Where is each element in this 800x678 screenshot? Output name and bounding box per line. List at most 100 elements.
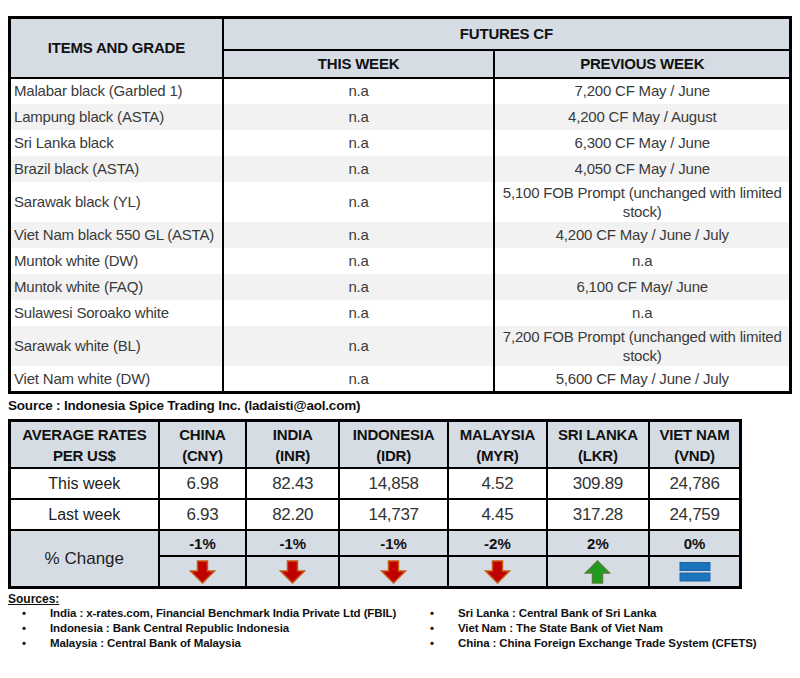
trend-cell: [547, 556, 649, 587]
country-name: INDIA: [273, 426, 313, 443]
table-row: Sri Lanka black n.a 6,300 CF May / June: [10, 130, 791, 156]
currency-code: (MYR): [476, 447, 518, 464]
trend-cell: [339, 556, 448, 587]
previous-week-value: 4,200 CF May / August: [494, 104, 790, 130]
item-name: Sarawak black (YL): [10, 182, 223, 222]
rate-value: 317.28: [547, 499, 649, 530]
this-week-value: n.a: [223, 78, 495, 104]
down-arrow-icon: [484, 560, 511, 584]
table-row: Sulawesi Soroako white n.a n.a: [10, 300, 791, 326]
trend-cell: [448, 556, 547, 587]
currency-code: (VND): [674, 447, 715, 464]
row-label: This week: [10, 468, 159, 499]
item-name: Muntok white (DW): [10, 248, 223, 274]
country-header-sri-lanka: SRI LANKA (LKR): [547, 420, 649, 468]
previous-week-value: 5,600 CF May / June / July: [494, 366, 790, 392]
previous-week-header: PREVIOUS WEEK: [494, 50, 790, 78]
currency-code: (LKR): [578, 447, 618, 464]
rate-value: 24,759: [649, 499, 740, 530]
rate-value: 14,858: [339, 468, 448, 499]
country-name: MALAYSIA: [460, 426, 535, 443]
previous-week-value: 6,100 CF May/ June: [494, 274, 790, 300]
table-row: Sarawak white (BL) n.a 7,200 FOB Prompt …: [10, 326, 791, 366]
previous-week-value: 5,100 FOB Prompt (unchanged with limited…: [494, 182, 790, 222]
item-name: Brazil black (ASTA): [10, 156, 223, 182]
this-week-value: n.a: [223, 326, 495, 366]
country-header-malaysia: MALAYSIA (MYR): [448, 420, 547, 468]
this-week-value: n.a: [223, 300, 495, 326]
sources-heading: Sources:: [8, 592, 800, 606]
last-week-row: Last week 6.93 82.20 14,737 4.45 317.28 …: [10, 499, 741, 530]
this-week-value: n.a: [223, 156, 495, 182]
pct-change-value: -1%: [159, 530, 247, 556]
country-header-viet-nam: VIET NAM (VND): [649, 420, 740, 468]
trend-indicator: [380, 560, 407, 584]
table-row: Viet Nam black 550 GL (ASTA) n.a 4,200 C…: [10, 222, 791, 248]
previous-week-value: 4,050 CF May / June: [494, 156, 790, 182]
this-week-value: n.a: [223, 366, 495, 392]
down-arrow-icon: [189, 560, 216, 584]
country-name: INDONESIA: [353, 426, 435, 443]
trend-indicator: [189, 560, 216, 584]
sources-section: Sources: India : x-rates.com, Financial …: [8, 592, 800, 651]
table-row: Viet Nam white (DW) n.a 5,600 CF May / J…: [10, 366, 791, 392]
currency-code: (INR): [275, 447, 310, 464]
item-name: Sri Lanka black: [10, 130, 223, 156]
rate-value: 309.89: [547, 468, 649, 499]
futures-cf-header: FUTURES CF: [223, 18, 791, 50]
this-week-value: n.a: [223, 104, 495, 130]
item-name: Sarawak white (BL): [10, 326, 223, 366]
currency-code: (IDR): [376, 447, 411, 464]
table-row: Muntok white (DW) n.a n.a: [10, 248, 791, 274]
rate-value: 4.45: [448, 499, 547, 530]
country-header-india: INDIA (INR): [246, 420, 339, 468]
rate-value: 24,786: [649, 468, 740, 499]
item-name: Viet Nam black 550 GL (ASTA): [10, 222, 223, 248]
table-row: Lampung black (ASTA) n.a 4,200 CF May / …: [10, 104, 791, 130]
country-header-china: CHINA (CNY): [159, 420, 247, 468]
this-week-row: This week 6.98 82.43 14,858 4.52 309.89 …: [10, 468, 741, 499]
item-name: Muntok white (FAQ): [10, 274, 223, 300]
pct-change-value: -2%: [448, 530, 547, 556]
item-name: Malabar black (Garbled 1): [10, 78, 223, 104]
average-rates-table: AVERAGE RATES PER US$ CHINA (CNY) INDIA …: [8, 419, 742, 589]
previous-week-value: 6,300 CF May / June: [494, 130, 790, 156]
rate-value: 82.20: [246, 499, 339, 530]
pct-change-value: 0%: [649, 530, 740, 556]
list-item: India : x-rates.com, Financial Benchmark…: [20, 606, 418, 621]
this-week-header: THIS WEEK: [223, 50, 495, 78]
item-name: Lampung black (ASTA): [10, 104, 223, 130]
table-row: Muntok white (FAQ) n.a 6,100 CF May/ Jun…: [10, 274, 791, 300]
list-item: Viet Nam : The State Bank of Viet Nam: [428, 621, 756, 636]
list-item: Malaysia : Central Bank of Malaysia: [20, 636, 418, 651]
country-name: SRI LANKA: [558, 426, 638, 443]
pct-change-value: 2%: [547, 530, 649, 556]
this-week-value: n.a: [223, 222, 495, 248]
row-label: Last week: [10, 499, 159, 530]
trend-indicator: [584, 560, 611, 584]
trend-cell: [246, 556, 339, 587]
previous-week-value: 7,200 CF May / June: [494, 78, 790, 104]
previous-week-value: 4,200 CF May / June / July: [494, 222, 790, 248]
futures-table: ITEMS AND GRADE FUTURES CF THIS WEEK PRE…: [8, 16, 792, 394]
rate-value: 6.93: [159, 499, 247, 530]
pct-change-value: -1%: [339, 530, 448, 556]
table-row: Sarawak black (YL) n.a 5,100 FOB Prompt …: [10, 182, 791, 222]
rate-value: 82.43: [246, 468, 339, 499]
currency-code: (CNY): [182, 447, 223, 464]
items-and-grade-header: ITEMS AND GRADE: [10, 18, 223, 78]
table-row: Malabar black (Garbled 1) n.a 7,200 CF M…: [10, 78, 791, 104]
country-name: CHINA: [179, 426, 226, 443]
country-name: VIET NAM: [659, 426, 729, 443]
pct-change-value: -1%: [246, 530, 339, 556]
rate-value: 14,737: [339, 499, 448, 530]
trend-indicator: [484, 560, 511, 584]
rate-value: 4.52: [448, 468, 547, 499]
item-name: Viet Nam white (DW): [10, 366, 223, 392]
source-note: Source : Indonesia Spice Trading Inc. (l…: [8, 398, 800, 413]
this-week-value: n.a: [223, 274, 495, 300]
equals-icon: [679, 560, 711, 583]
trend-cell: [159, 556, 247, 587]
sources-list-left: India : x-rates.com, Financial Benchmark…: [8, 606, 418, 651]
down-arrow-icon: [380, 560, 407, 584]
